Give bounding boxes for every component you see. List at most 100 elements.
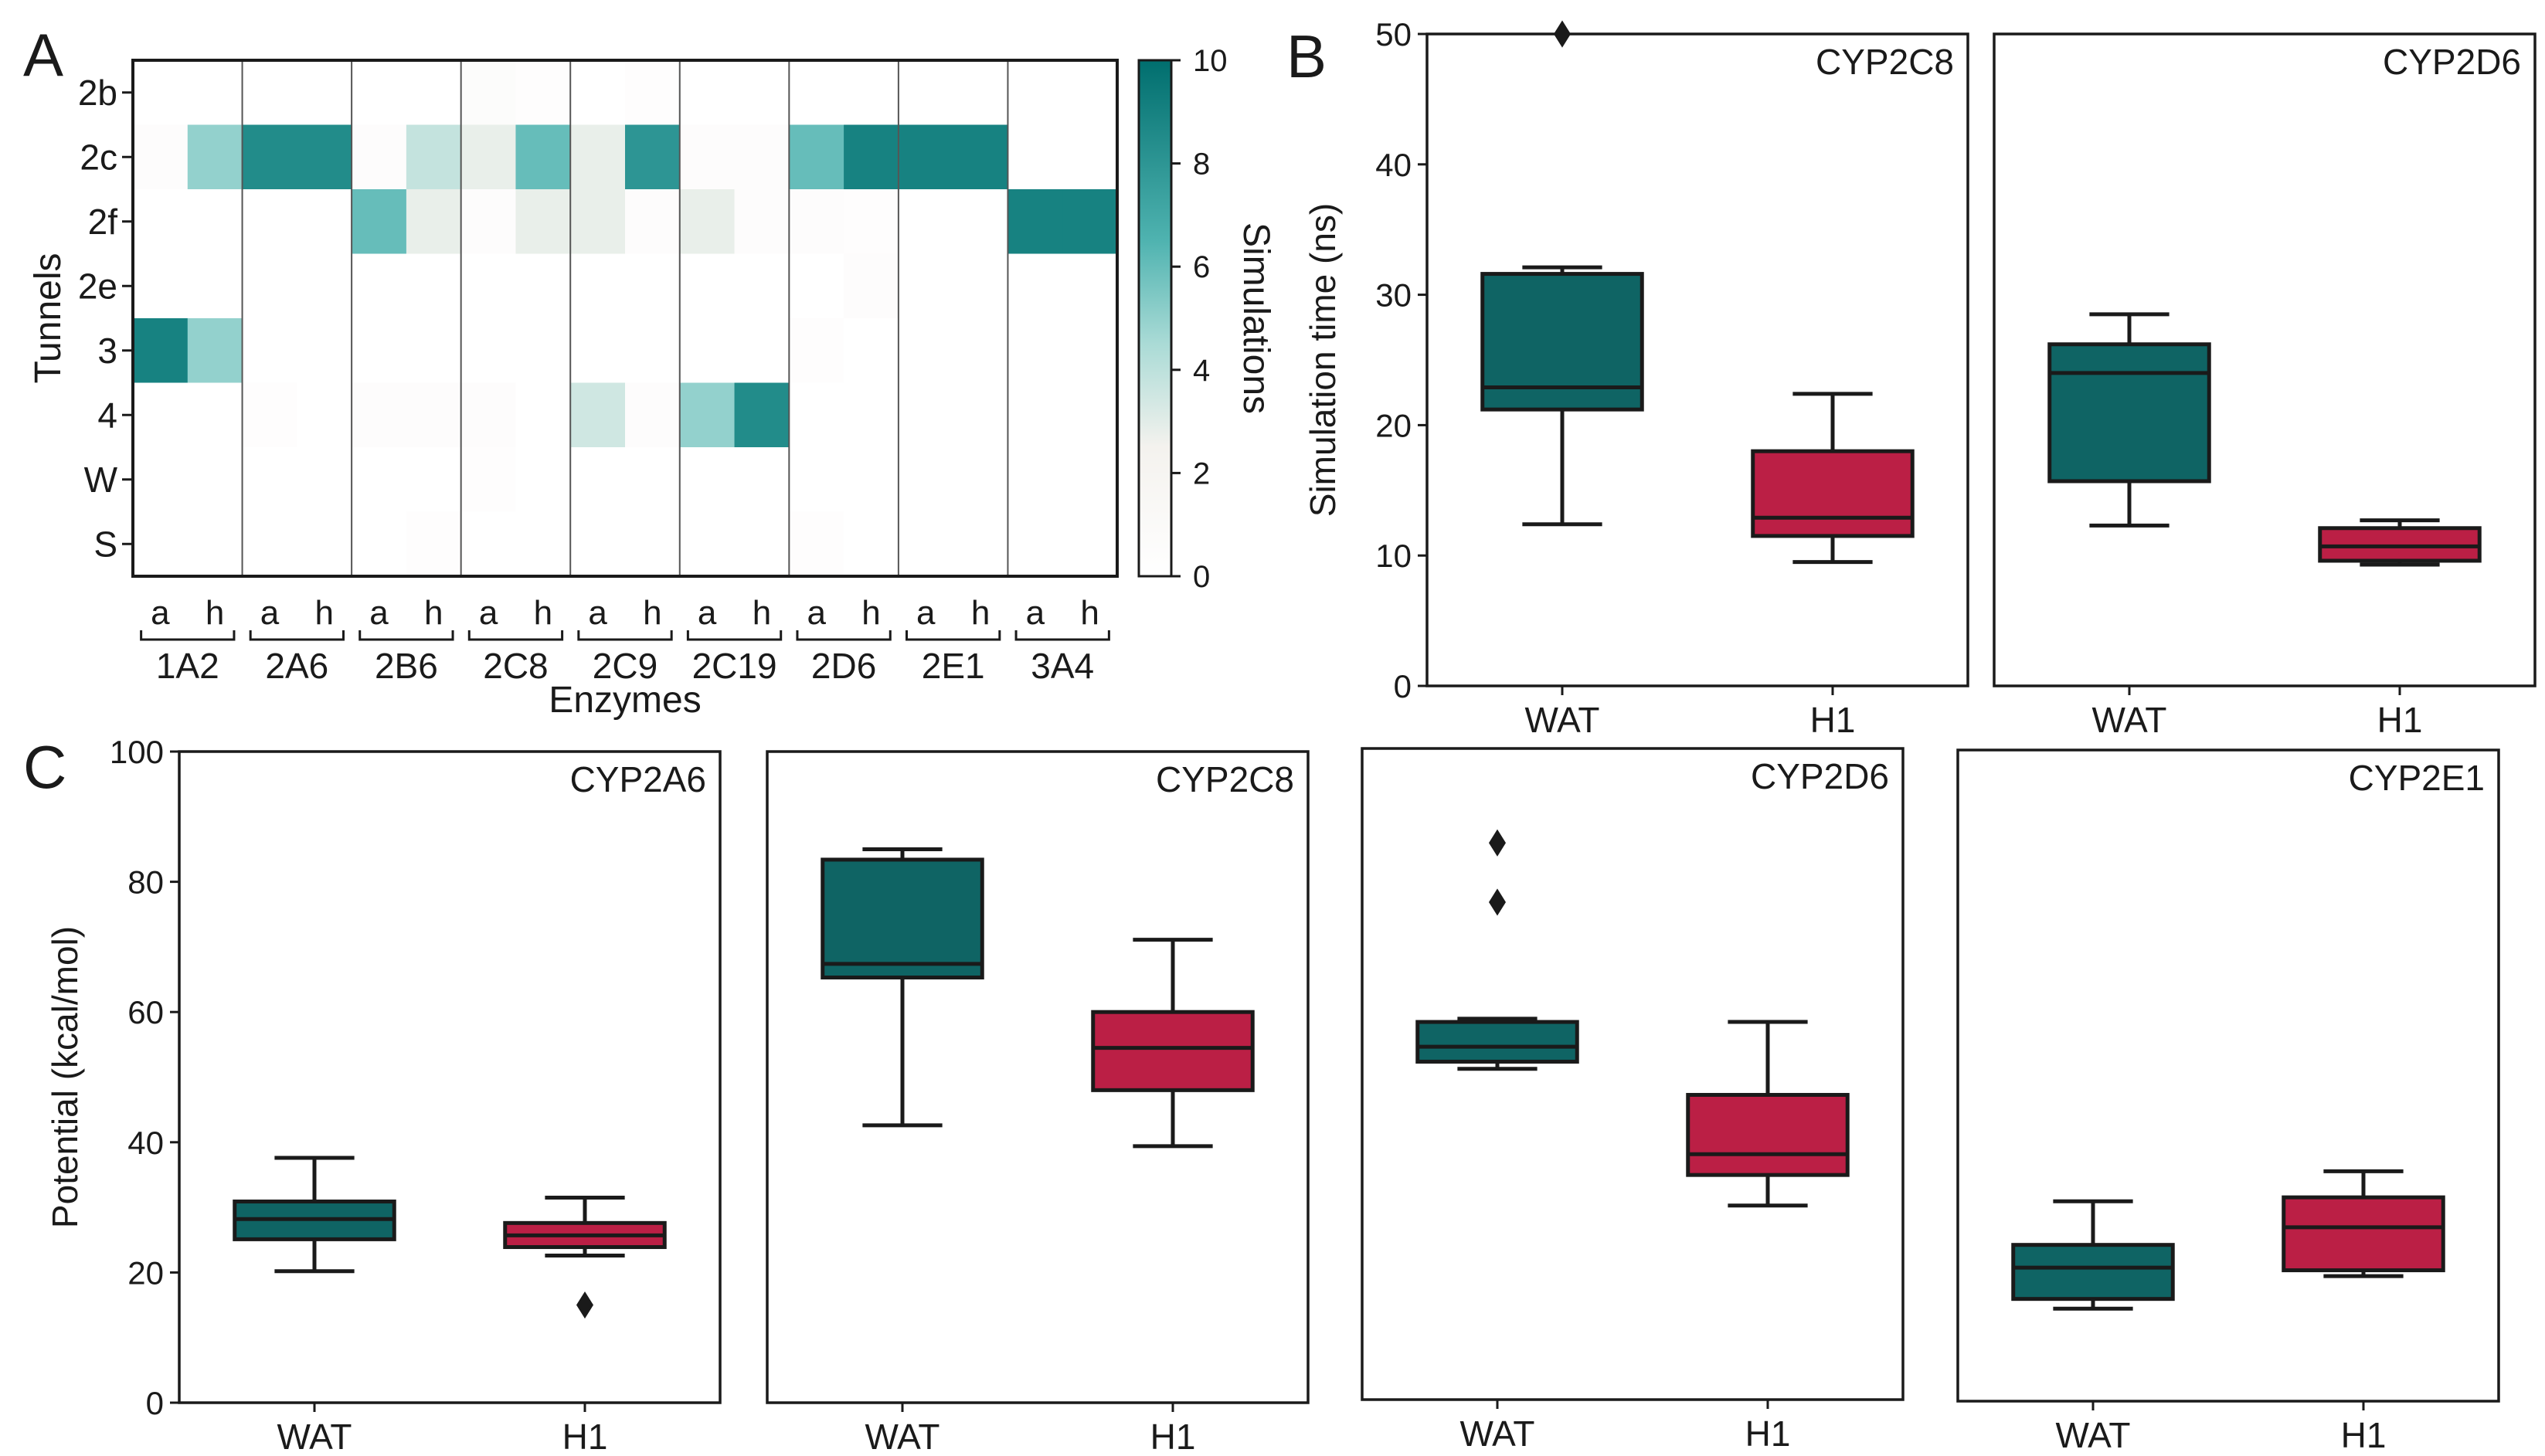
heatmap-cell xyxy=(352,253,407,319)
colorbar-tick-label: 4 xyxy=(1193,354,1210,388)
y-tick-label: 10 xyxy=(1375,538,1412,574)
heatmap-cell xyxy=(734,511,790,577)
heatmap-cell xyxy=(734,447,790,512)
group-label: 2A6 xyxy=(265,646,328,686)
heatmap-cell xyxy=(187,253,243,319)
heatmap-cell xyxy=(352,511,407,577)
sub-label: a xyxy=(588,594,607,632)
heatmap-cell xyxy=(789,382,844,448)
colorbar-label: Simulations xyxy=(1235,222,1276,414)
heatmap-cell xyxy=(242,60,297,125)
heatmap-cell xyxy=(1062,318,1118,383)
heatmap-cell xyxy=(515,60,571,125)
heatmap-cell xyxy=(570,60,626,125)
heatmap-cell xyxy=(1062,60,1118,125)
sub-label: a xyxy=(260,594,280,632)
heatmap-cell xyxy=(953,382,1008,448)
heatmap-cell xyxy=(242,189,297,254)
heatmap-cell xyxy=(133,124,189,190)
box xyxy=(2318,526,2482,563)
x-axis-label: Enzymes xyxy=(549,680,701,721)
y-tick-label: 30 xyxy=(1375,277,1412,314)
sub-label: h xyxy=(1080,594,1099,632)
heatmap-cell xyxy=(734,318,790,383)
group-bracket xyxy=(796,630,892,641)
heatmap-cell xyxy=(789,318,844,383)
boxplot-panel-c: CYP2A6 WAT H1 0 20 40 60 80 100 Potential (kcal/m… xyxy=(45,734,2500,1456)
heatmap-cell xyxy=(460,253,516,319)
box xyxy=(2047,342,2211,484)
x-tick-label: H1 xyxy=(1150,1417,1196,1456)
heatmap-cell xyxy=(460,124,516,190)
heatmap-cell xyxy=(1062,382,1118,448)
heatmap-cell xyxy=(625,318,681,383)
heatmap-cell xyxy=(789,447,844,512)
heatmap-cell xyxy=(242,511,297,577)
heatmap-cell xyxy=(1007,318,1063,383)
sub-label: a xyxy=(369,594,389,632)
sub-label: h xyxy=(206,594,224,632)
x-tick-label: H1 xyxy=(1745,1414,1791,1454)
heatmap-cell xyxy=(570,511,626,577)
group-bracket xyxy=(577,630,673,641)
heatmap-cell xyxy=(460,318,516,383)
heatmap-cell xyxy=(844,189,899,254)
box xyxy=(2282,1195,2445,1273)
heatmap-cell xyxy=(187,189,243,254)
heatmap-cell xyxy=(953,447,1008,512)
colorbar-tick-label: 8 xyxy=(1193,148,1210,182)
heatmap-cell xyxy=(297,124,352,190)
subplot-frame xyxy=(1425,32,1969,687)
colorbar-tick-label: 10 xyxy=(1193,44,1228,78)
group-label: 2C19 xyxy=(692,646,777,686)
box xyxy=(1751,449,1915,538)
heatmap-cell xyxy=(187,318,243,383)
heatmap-cell xyxy=(844,382,899,448)
box xyxy=(1415,1020,1579,1064)
row-label: 2c xyxy=(80,137,117,177)
heatmap-cell xyxy=(297,60,352,125)
heatmap-cell xyxy=(734,124,790,190)
row-label: 3 xyxy=(97,331,117,371)
panel-label-a: A xyxy=(23,21,63,89)
outlier-point xyxy=(1489,888,1506,916)
heatmap-cell xyxy=(953,189,1008,254)
sub-label: h xyxy=(534,594,552,632)
x-tick-label: WAT xyxy=(1459,1414,1534,1454)
heatmap-cell xyxy=(734,253,790,319)
heatmap-cell xyxy=(570,447,626,512)
group-bracket xyxy=(140,630,236,641)
heatmap-cell xyxy=(898,124,954,190)
heatmap-cell xyxy=(679,318,736,383)
heatmap-cell xyxy=(625,253,681,319)
heatmap-cell xyxy=(1007,189,1063,254)
heatmap-cell xyxy=(187,447,243,512)
heatmap-cell xyxy=(898,382,954,448)
heatmap-cell xyxy=(242,253,297,319)
subplot-title: CYP2C8 xyxy=(1816,42,1954,82)
heatmap-cell xyxy=(734,382,790,448)
heatmap-cell xyxy=(898,189,954,254)
heatmap-cell xyxy=(789,124,844,190)
heatmap-cell xyxy=(460,189,516,254)
heatmap-cell xyxy=(679,124,736,190)
heatmap-frame xyxy=(131,59,1119,578)
x-tick-label: WAT xyxy=(2091,700,2166,740)
heatmap-cell xyxy=(625,189,681,254)
heatmap-cell xyxy=(297,447,352,512)
heatmap-cell xyxy=(187,124,243,190)
heatmap-cell xyxy=(679,382,736,448)
heatmap-cell xyxy=(625,447,681,512)
heatmap-cell xyxy=(625,124,681,190)
heatmap-cell xyxy=(679,511,736,577)
heatmap-cell xyxy=(133,382,189,448)
heatmap-cell xyxy=(133,60,189,125)
sub-label: h xyxy=(643,594,661,632)
boxplot-panel-b: CYP2C8 WAT H1 0 10 20 30 40 50 Simulation time (n… xyxy=(1303,16,2537,740)
heatmap-cell xyxy=(679,189,736,254)
y-axis-label: Tunnels xyxy=(28,253,69,384)
sub-label: a xyxy=(916,594,936,632)
heatmap-cell xyxy=(1007,60,1063,125)
heatmap-cell xyxy=(734,60,790,125)
